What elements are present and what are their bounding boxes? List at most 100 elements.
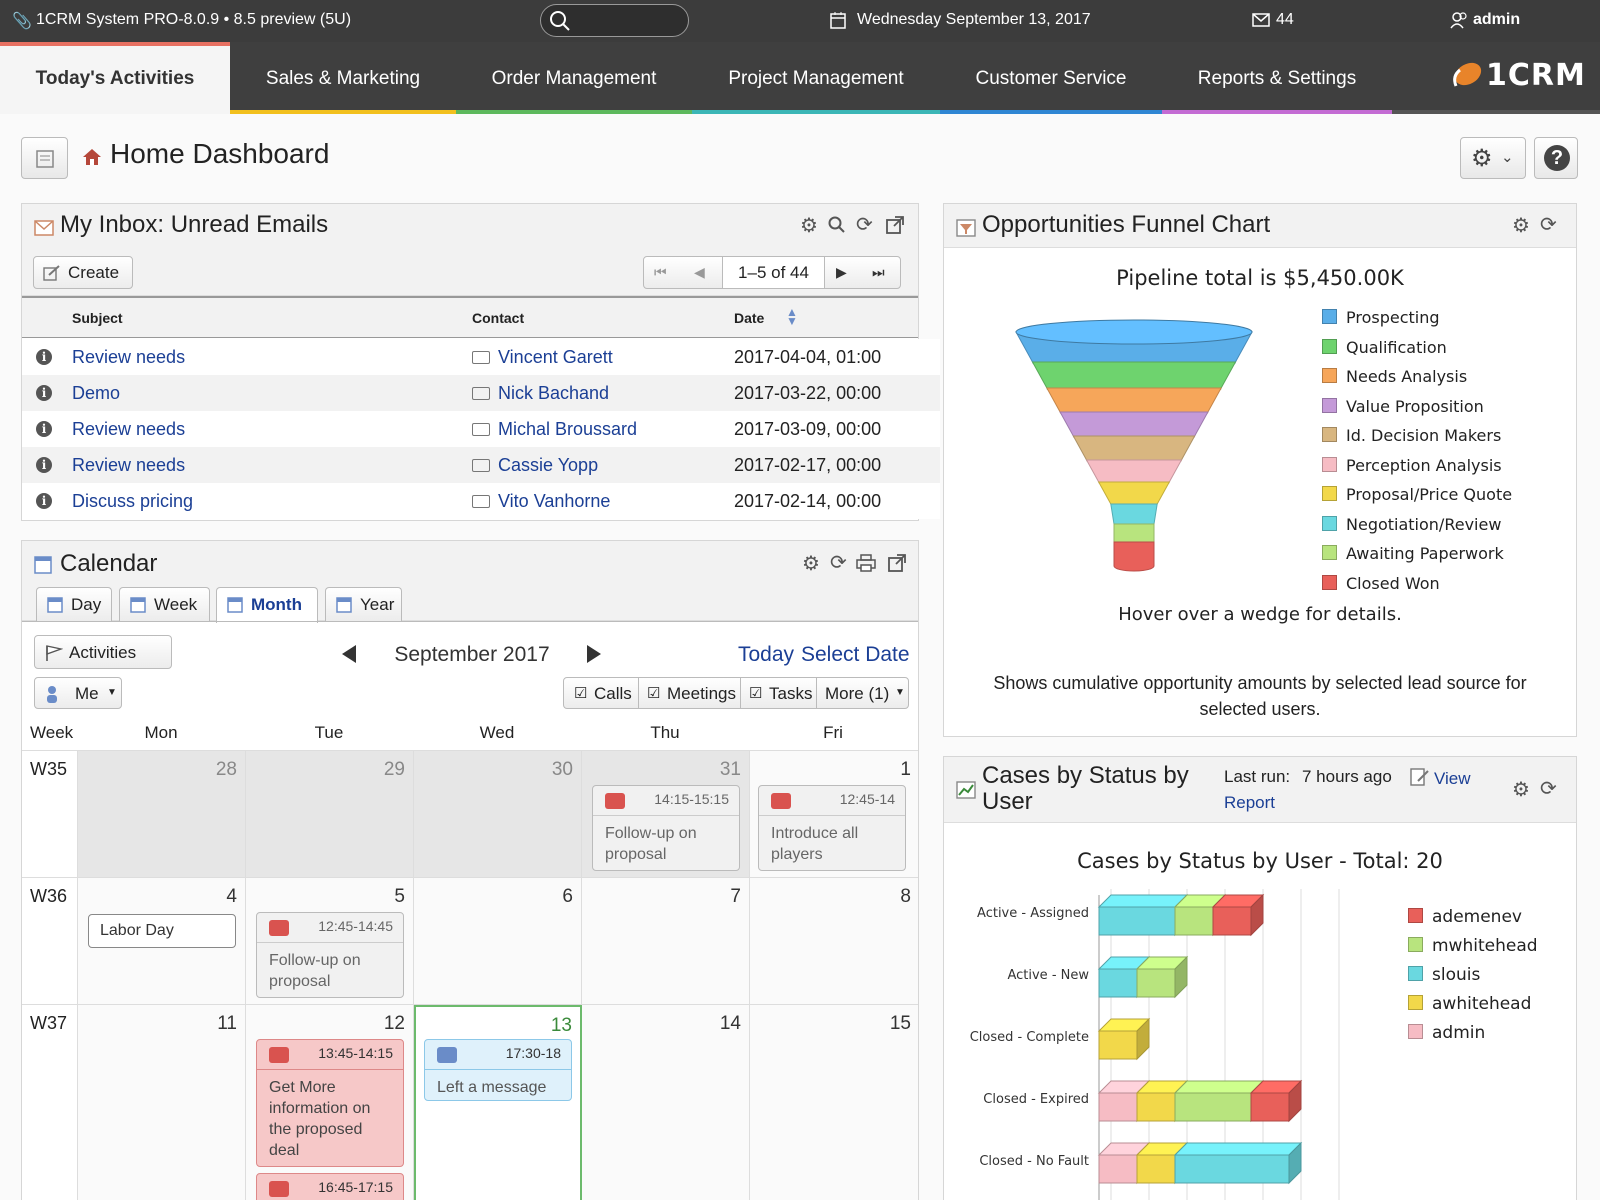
calendar-day-cell[interactable]: 4 Labor Day <box>78 878 246 1005</box>
meeting-event[interactable]: 12:45-14 Introduce all players <box>758 785 906 871</box>
bar-segment[interactable] <box>1173 1141 1303 1185</box>
funnel-chart[interactable] <box>1004 314 1264 584</box>
prev-month-icon[interactable] <box>340 644 358 664</box>
prev-page-icon[interactable]: ◀ <box>694 264 705 280</box>
info-icon[interactable]: i <box>36 457 52 473</box>
sort-icon[interactable]: ▲ ▼ <box>786 305 798 328</box>
gear-icon[interactable]: ⚙ <box>1512 779 1530 801</box>
table-row[interactable]: i Discuss pricing Vito Vanhorne 2017-02-… <box>22 483 940 519</box>
popout-icon[interactable] <box>888 554 906 572</box>
next-month-icon[interactable] <box>585 644 603 664</box>
email-subject-link[interactable]: Demo <box>72 383 121 403</box>
search-icon[interactable] <box>828 216 846 234</box>
call-event[interactable]: 13:45-14:15 Get More information on the p… <box>256 1039 404 1167</box>
view-tab-month[interactable]: Month <box>216 587 318 623</box>
calendar-day-cell[interactable]: 7 <box>582 878 750 1005</box>
filter-tasks[interactable]: ☑ Tasks <box>740 678 816 708</box>
gear-icon[interactable]: ⚙ <box>800 215 818 237</box>
tab-sales-marketing[interactable]: Sales & Marketing <box>230 42 456 114</box>
calendar-day-cell[interactable]: 30 <box>414 751 582 878</box>
first-page-icon[interactable]: ⏮ <box>654 264 667 280</box>
user-filter-select[interactable]: Me ▼ <box>34 677 122 709</box>
gear-icon[interactable]: ⚙ <box>1512 215 1530 237</box>
meeting-event[interactable]: 14:15-15:15 Follow-up on proposal <box>592 785 740 871</box>
table-row[interactable]: i Demo Nick Bachand 2017-03-22, 00:00 <box>22 375 940 411</box>
contact-link[interactable]: Vincent Garett <box>498 347 613 367</box>
table-row[interactable]: i Review needs Michal Broussard 2017-03-… <box>22 411 940 447</box>
table-row[interactable]: i Review needs Cassie Yopp 2017-02-17, 0… <box>22 447 940 483</box>
contact-link[interactable]: Cassie Yopp <box>498 455 599 475</box>
view-report-link[interactable]: View Report <box>1224 769 1471 812</box>
contact-link[interactable]: Nick Bachand <box>498 383 610 403</box>
calendar-day-cell[interactable]: 6 <box>414 878 582 1005</box>
tab-todays-activities[interactable]: Today's Activities <box>0 42 230 114</box>
info-icon[interactable]: i <box>36 493 52 509</box>
popout-icon[interactable] <box>886 216 904 234</box>
contact-link[interactable]: Vito Vanhorne <box>498 491 611 511</box>
info-icon[interactable]: i <box>36 385 52 401</box>
column-date[interactable]: Date <box>734 310 765 326</box>
refresh-icon[interactable]: ⟳ <box>856 214 873 236</box>
refresh-icon[interactable]: ⟳ <box>1540 214 1557 236</box>
tab-customer-service[interactable]: Customer Service <box>940 42 1162 114</box>
bar-segment[interactable] <box>1249 1079 1303 1123</box>
calendar-day-cell[interactable]: 12 13:45-14:15 Get More information on th… <box>246 1005 414 1200</box>
calendar-day-cell[interactable]: 1 12:45-14 Introduce all players <box>750 751 918 878</box>
last-page-icon[interactable]: ⏭ <box>872 264 885 280</box>
select-date-link[interactable]: Select Date <box>801 643 910 666</box>
column-contact[interactable]: Contact <box>472 310 525 326</box>
global-search-input[interactable] <box>540 4 689 37</box>
create-email-button[interactable]: Create <box>33 256 133 289</box>
activities-button[interactable]: Activities <box>34 635 172 669</box>
dashboard-settings-button[interactable]: ⚙ ⌄ <box>1460 137 1526 179</box>
bar-segment[interactable] <box>1173 1079 1265 1123</box>
email-subject-link[interactable]: Review needs <box>72 347 186 367</box>
calendar-day-cell-today[interactable]: 13 17:30-18 Left a message <box>414 1005 582 1200</box>
email-subject-link[interactable]: Review needs <box>72 455 186 475</box>
call-event[interactable]: 16:45-17:15 <box>256 1173 404 1200</box>
tab-project-management[interactable]: Project Management <box>692 42 940 114</box>
view-tab-year[interactable]: Year <box>325 587 402 621</box>
contact-link[interactable]: Michal Broussard <box>498 419 638 439</box>
bar-segment[interactable] <box>1097 1017 1151 1061</box>
bar-segment[interactable] <box>1211 893 1265 937</box>
mail-count[interactable]: 44 <box>1276 11 1294 28</box>
tab-reports-settings[interactable]: Reports & Settings <box>1162 42 1392 114</box>
current-date[interactable]: Wednesday September 13, 2017 <box>857 11 1091 28</box>
cases-bar-chart[interactable]: Active - Assigned Active - New Closed - Co… <box>944 877 1384 1200</box>
calendar-day-cell[interactable]: 11 <box>78 1005 246 1200</box>
calendar-day-cell[interactable]: 31 14:15-15:15 Follow-up on proposal <box>582 751 750 878</box>
help-button[interactable]: ? <box>1534 137 1578 179</box>
filter-calls[interactable]: ☑ Calls <box>564 678 638 708</box>
calendar-day-cell[interactable]: 5 12:45-14:45 Follow-up on proposal <box>246 878 414 1005</box>
info-icon[interactable]: i <box>36 349 52 365</box>
refresh-icon[interactable]: ⟳ <box>1540 778 1557 800</box>
bar-segment[interactable] <box>1097 893 1189 937</box>
calendar-day-cell[interactable]: 14 <box>582 1005 750 1200</box>
column-subject[interactable]: Subject <box>72 310 123 326</box>
calendar-day-cell[interactable]: 28 <box>78 751 246 878</box>
funnel-segment-9[interactable] <box>1113 541 1155 572</box>
bar-segment[interactable] <box>1135 955 1189 999</box>
email-subject-link[interactable]: Discuss pricing <box>72 491 194 511</box>
edit-layout-button[interactable] <box>21 137 68 179</box>
calendar-day-cell[interactable]: 15 <box>750 1005 918 1200</box>
print-icon[interactable] <box>856 554 876 572</box>
bar-segment[interactable] <box>1097 1141 1151 1185</box>
email-subject-link[interactable]: Review needs <box>72 419 186 439</box>
view-tab-day[interactable]: Day <box>36 587 112 621</box>
call-event[interactable]: 17:30-18 Left a message <box>424 1039 572 1101</box>
user-menu[interactable]: admin <box>1473 11 1521 28</box>
view-tab-week[interactable]: Week <box>119 587 210 621</box>
today-link[interactable]: Today <box>738 643 795 666</box>
filter-more[interactable]: More (1) ▼ <box>816 678 908 708</box>
calendar-day-cell[interactable]: 8 <box>750 878 918 1005</box>
calendar-day-cell[interactable]: 29 <box>246 751 414 878</box>
next-page-icon[interactable]: ▶ <box>836 264 847 280</box>
info-icon[interactable]: i <box>36 421 52 437</box>
meeting-event[interactable]: 12:45-14:45 Follow-up on proposal <box>256 912 404 998</box>
gear-icon[interactable]: ⚙ <box>802 553 820 575</box>
filter-meetings[interactable]: ☑ Meetings <box>638 678 740 708</box>
tab-order-management[interactable]: Order Management <box>456 42 692 114</box>
holiday-event[interactable]: Labor Day <box>88 914 236 948</box>
